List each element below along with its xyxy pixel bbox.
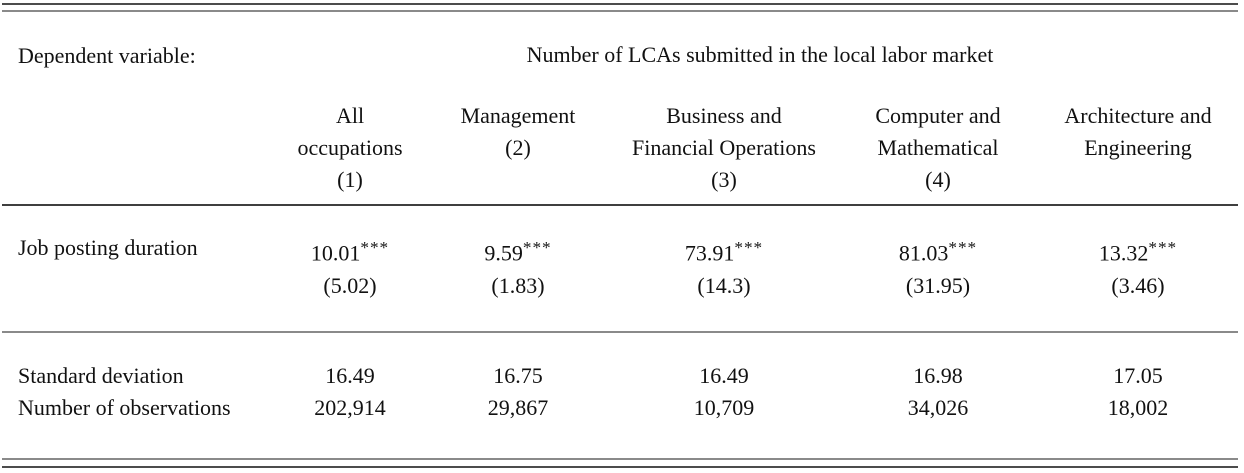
standard-error: (3.46)	[1111, 272, 1165, 298]
summary-section: Standard deviation 16.49 16.75 16.49 16.…	[0, 360, 1242, 424]
significance-stars: ***	[734, 238, 764, 257]
stat-value: 10,709	[693, 395, 755, 420]
standard-error: (5.02)	[323, 272, 377, 298]
column-header-line1: Business and	[666, 103, 782, 128]
row-label-job-posting-duration: Job posting duration	[18, 235, 198, 260]
stat-value: 16.49	[699, 363, 749, 388]
row-label-number-of-observations: Number of observations	[18, 395, 231, 420]
column-number: (4)	[925, 167, 951, 192]
significance-stars: ***	[360, 238, 390, 257]
stat-value: 29,867	[487, 395, 549, 420]
rule-below-coef	[2, 331, 1238, 333]
significance-stars: ***	[522, 238, 552, 257]
stat-value: 16.75	[493, 363, 543, 388]
coefficient-cell: 81.03*** (31.95)	[842, 232, 1034, 302]
dependent-variable-row: Dependent variable: Number of LCAs submi…	[0, 40, 1242, 72]
column-header-line2: occupations	[297, 135, 403, 160]
column-header-line2: Financial Operations	[632, 135, 816, 160]
stat-value: 17.05	[1113, 363, 1163, 388]
coefficient-value: 9.59***	[484, 238, 552, 266]
rule-top-outer	[2, 3, 1238, 5]
stat-value: 16.49	[325, 363, 375, 388]
header-spacer	[0, 100, 270, 196]
column-header-row: All occupations (1) Management (2) Busin…	[0, 100, 1242, 196]
significance-stars: ***	[1148, 238, 1178, 257]
stat-value: 16.98	[913, 363, 963, 388]
standard-error: (31.95)	[905, 272, 971, 298]
coefficient-value: 10.01***	[310, 238, 390, 266]
significance-stars: ***	[948, 238, 978, 257]
rule-top-inner	[2, 10, 1238, 12]
coefficient-value: 73.91***	[684, 238, 764, 266]
column-header-all-occupations: All occupations (1)	[270, 100, 430, 196]
rule-bottom-inner	[2, 458, 1238, 460]
stat-value: 202,914	[314, 395, 386, 420]
coefficient-cell: 10.01*** (5.02)	[270, 232, 430, 302]
coefficient-section: Job posting duration 10.01*** (5.02) 9.5…	[0, 232, 1242, 302]
rule-bottom-outer	[2, 466, 1238, 468]
standard-error: (1.83)	[491, 272, 545, 298]
column-header-line2: Engineering	[1084, 135, 1192, 160]
column-header-business-financial: Business and Financial Operations (3)	[606, 100, 842, 196]
column-header-line1: Architecture and	[1064, 103, 1212, 128]
dependent-variable-value: Number of LCAs submitted in the local la…	[526, 42, 994, 67]
column-number: (2)	[505, 135, 531, 160]
column-header-line1: Management	[460, 103, 576, 128]
column-number: (1)	[337, 167, 363, 192]
column-header-line1: All	[335, 103, 365, 128]
coefficient-value: 13.32***	[1098, 238, 1178, 266]
dependent-variable-label: Dependent variable:	[18, 43, 196, 68]
column-header-line1: Computer and	[875, 103, 1001, 128]
column-header-line2: Mathematical	[877, 135, 999, 160]
coefficient-cell: 9.59*** (1.83)	[430, 232, 606, 302]
stat-value: 18,002	[1107, 395, 1169, 420]
coefficient-value: 81.03***	[898, 238, 978, 266]
coefficient-cell: 13.32*** (3.46)	[1034, 232, 1242, 302]
column-number: (3)	[711, 167, 737, 192]
rule-below-header	[2, 204, 1238, 206]
coefficient-cell: 73.91*** (14.3)	[606, 232, 842, 302]
standard-error: (14.3)	[697, 272, 751, 298]
column-header-computer-mathematical: Computer and Mathematical (4)	[842, 100, 1034, 196]
stat-value: 34,026	[907, 395, 969, 420]
column-header-management: Management (2)	[430, 100, 606, 196]
column-header-architecture-engineering: Architecture and Engineering	[1034, 100, 1242, 196]
row-label-standard-deviation: Standard deviation	[18, 363, 184, 388]
